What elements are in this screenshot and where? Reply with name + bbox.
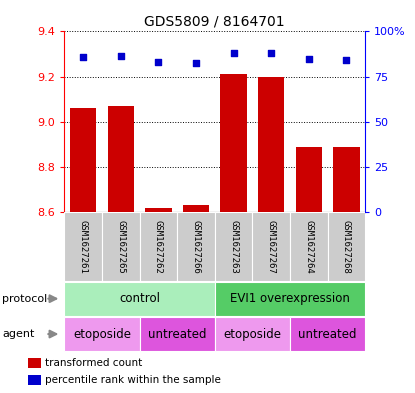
- Bar: [102, 212, 139, 281]
- Text: GSM1627265: GSM1627265: [116, 220, 125, 274]
- Point: [343, 57, 350, 64]
- Text: GSM1627267: GSM1627267: [267, 220, 276, 274]
- Text: protocol: protocol: [2, 294, 47, 304]
- Bar: [290, 317, 365, 351]
- Point: [193, 60, 199, 66]
- Bar: [252, 212, 290, 281]
- Text: agent: agent: [2, 329, 34, 339]
- Bar: [64, 282, 215, 316]
- Bar: [290, 212, 327, 281]
- Text: EVI1 overexpression: EVI1 overexpression: [230, 292, 350, 305]
- Bar: [220, 74, 247, 212]
- Bar: [177, 212, 215, 281]
- Bar: [258, 77, 284, 212]
- Point: [268, 50, 274, 56]
- Point: [80, 53, 86, 60]
- Point: [230, 50, 237, 56]
- Bar: [64, 212, 102, 281]
- Text: untreated: untreated: [148, 327, 206, 341]
- Text: GSM1627266: GSM1627266: [191, 220, 200, 274]
- Bar: [215, 212, 252, 281]
- Text: control: control: [119, 292, 160, 305]
- Title: GDS5809 / 8164701: GDS5809 / 8164701: [144, 15, 285, 29]
- Bar: [139, 317, 215, 351]
- Bar: [215, 282, 365, 316]
- Bar: [28, 358, 42, 368]
- Text: etoposide: etoposide: [223, 327, 281, 341]
- Bar: [70, 108, 96, 212]
- Bar: [28, 375, 42, 385]
- Text: GSM1627268: GSM1627268: [342, 220, 351, 274]
- Bar: [107, 106, 134, 212]
- Bar: [64, 317, 139, 351]
- Bar: [145, 208, 171, 212]
- Bar: [139, 212, 177, 281]
- Text: percentile rank within the sample: percentile rank within the sample: [45, 375, 221, 385]
- Point: [155, 59, 162, 65]
- Text: transformed count: transformed count: [45, 358, 142, 368]
- Bar: [333, 147, 359, 212]
- Point: [117, 53, 124, 59]
- Bar: [183, 206, 209, 212]
- Bar: [215, 317, 290, 351]
- Text: untreated: untreated: [298, 327, 357, 341]
- Text: GSM1627264: GSM1627264: [304, 220, 313, 274]
- Bar: [295, 147, 322, 212]
- Text: GSM1627263: GSM1627263: [229, 220, 238, 274]
- Bar: [327, 212, 365, 281]
- Text: GSM1627262: GSM1627262: [154, 220, 163, 274]
- Text: GSM1627261: GSM1627261: [78, 220, 88, 274]
- Text: etoposide: etoposide: [73, 327, 131, 341]
- Point: [305, 56, 312, 62]
